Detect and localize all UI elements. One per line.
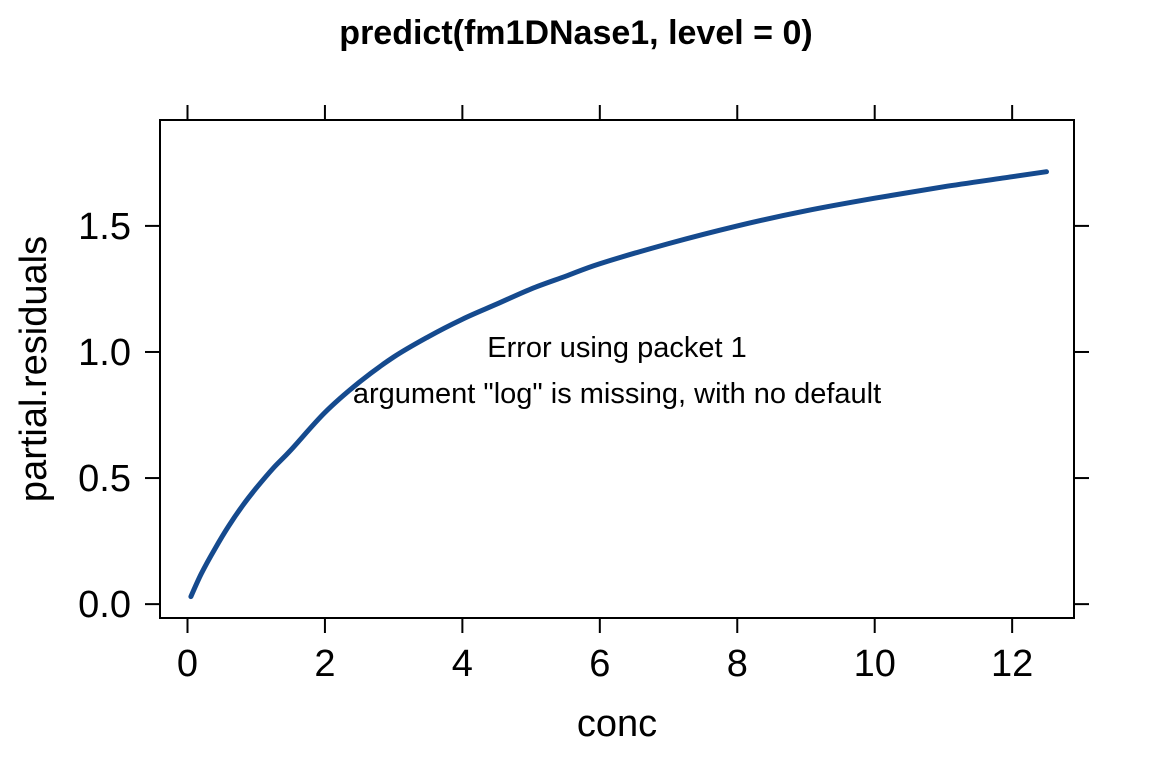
y-tick-label: 1.5	[78, 206, 131, 248]
y-tick-label: 1.0	[78, 332, 131, 374]
y-tick-label: 0.5	[78, 458, 131, 500]
x-tick-label: 10	[854, 643, 896, 685]
x-tick-label: 6	[589, 643, 610, 685]
x-tick-label: 12	[991, 643, 1033, 685]
error-annotation-line1: Error using packet 1	[487, 332, 747, 364]
y-axis-label: partial.residuals	[13, 236, 55, 502]
x-axis-label: conc	[577, 703, 657, 745]
x-tick-label: 4	[452, 643, 473, 685]
x-tick-label: 2	[314, 643, 335, 685]
x-tick-label: 0	[177, 643, 198, 685]
y-axis: 0.0 0.5 1.0 1.5	[78, 206, 1089, 626]
series-line	[188, 169, 1049, 600]
plot-frame	[159, 119, 1075, 619]
y-tick-label: 0.0	[78, 584, 131, 626]
x-tick-label: 8	[727, 643, 748, 685]
error-annotation-line2: argument "log" is missing, with no defau…	[353, 378, 881, 410]
x-axis: 0 2 4 6 8 10 12	[177, 105, 1033, 685]
chart-title: predict(fm1DNase1, level = 0)	[339, 14, 812, 52]
